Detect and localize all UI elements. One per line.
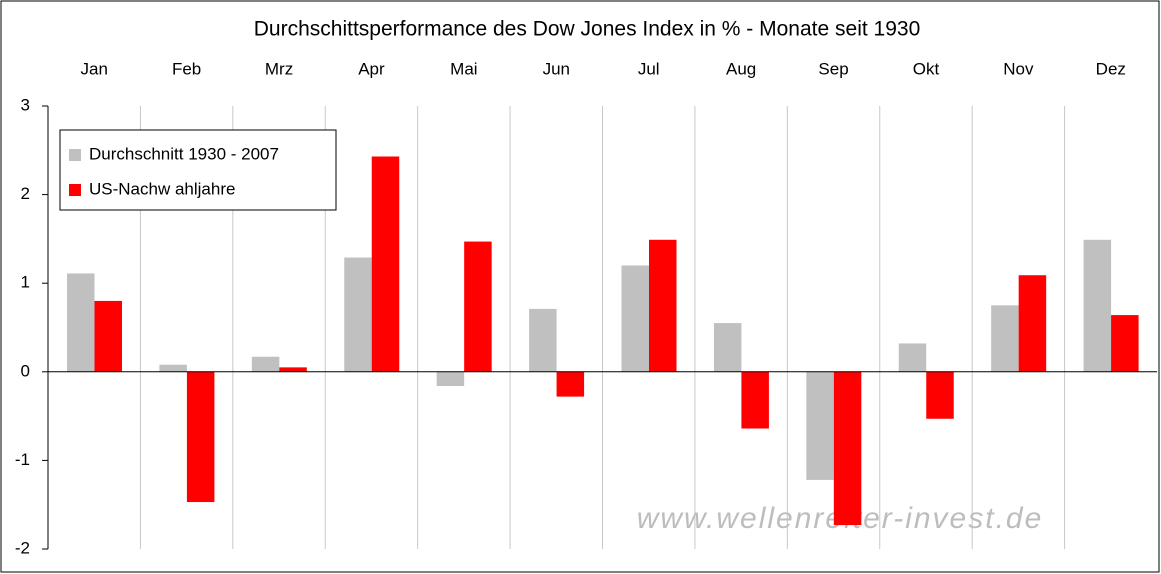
- bar: [1083, 239, 1112, 372]
- bar: [94, 300, 122, 372]
- x-tick-label: Jul: [638, 59, 660, 78]
- bar: [344, 257, 372, 372]
- legend-swatch: [69, 184, 81, 196]
- bar: [159, 364, 187, 372]
- legend-label: US-Nachw ahljahre: [89, 179, 235, 198]
- x-tick-label: Okt: [913, 59, 940, 78]
- y-tick-label: 0: [21, 361, 30, 380]
- bar: [67, 273, 95, 372]
- bar: [991, 305, 1019, 372]
- y-tick-label: -1: [15, 450, 30, 469]
- bar: [371, 156, 400, 372]
- bar: [833, 371, 862, 526]
- legend-box: [59, 129, 337, 211]
- bar: [464, 241, 492, 372]
- x-tick-label: Jan: [80, 59, 107, 78]
- x-tick-label: Jun: [543, 59, 570, 78]
- bar: [621, 265, 649, 372]
- chart-title: Durchschittsperformance des Dow Jones In…: [254, 18, 921, 41]
- legend-label: Durchschnitt 1930 - 2007: [89, 144, 279, 163]
- x-tick-label: Apr: [358, 59, 385, 78]
- bar: [649, 239, 677, 372]
- bar: [251, 356, 280, 372]
- y-tick-label: -2: [15, 538, 30, 557]
- bar: [806, 371, 834, 480]
- x-tick-label: Mai: [450, 59, 477, 78]
- x-tick-label: Sep: [818, 59, 848, 78]
- x-tick-label: Mrz: [265, 59, 293, 78]
- bar: [186, 371, 215, 503]
- bar: [436, 371, 465, 386]
- bar: [713, 323, 742, 372]
- x-tick-label: Aug: [726, 59, 756, 78]
- bar: [926, 371, 954, 419]
- x-tick-label: Feb: [172, 59, 201, 78]
- bar: [741, 371, 769, 429]
- legend-swatch: [69, 149, 81, 161]
- y-tick-label: 1: [21, 273, 30, 292]
- x-tick-label: Dez: [1096, 59, 1126, 78]
- bar: [556, 371, 585, 397]
- x-tick-label: Nov: [1003, 59, 1034, 78]
- bar: [898, 343, 927, 372]
- bar: [1018, 275, 1047, 372]
- bar: [1111, 315, 1139, 372]
- y-tick-label: 2: [21, 184, 30, 203]
- bar: [529, 308, 557, 372]
- bar: [279, 367, 307, 372]
- y-tick-label: 3: [21, 95, 30, 114]
